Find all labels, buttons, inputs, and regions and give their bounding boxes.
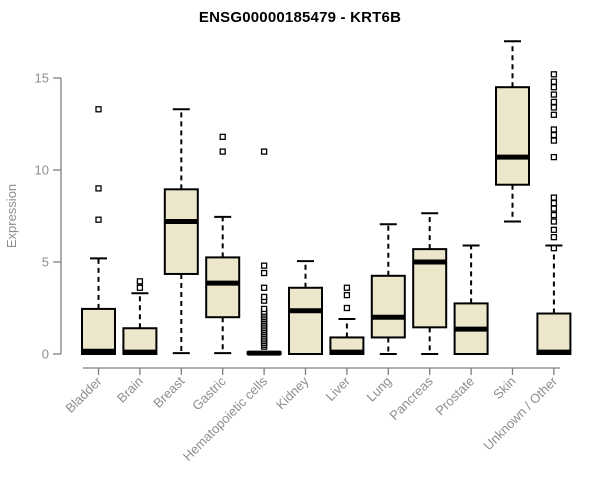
outlier-point-unknown-other — [550, 211, 558, 219]
outlier-point-hematopoietic-cells — [260, 293, 268, 301]
y-tick-label: 15 — [35, 71, 49, 86]
outlier-point-unknown-other — [550, 84, 558, 91]
outlier-point-unknown-other — [550, 226, 558, 233]
y-axis-label: Expression — [4, 184, 19, 248]
outlier-point-bladder — [95, 216, 102, 223]
outlier-point-unknown-other — [550, 194, 558, 201]
outlier-point-hematopoietic-cells — [260, 148, 268, 155]
outlier-point-unknown-other — [550, 137, 558, 144]
outlier-point-unknown-other — [550, 98, 558, 106]
x-category-label-liver: Liver — [322, 373, 353, 404]
outlier-point-liver — [343, 284, 351, 291]
outlier-point-unknown-other — [550, 245, 558, 252]
x-category-label-bladder: Bladder — [62, 373, 105, 416]
box-unknown-other — [536, 312, 572, 355]
outlier-point-hematopoietic-cells — [260, 262, 268, 269]
outlier-point-bladder — [95, 106, 102, 113]
y-tick-label: 0 — [42, 347, 49, 362]
box-gastric — [205, 256, 241, 319]
y-tick-label: 10 — [35, 163, 49, 178]
outlier-point-unknown-other — [550, 153, 558, 161]
x-category-label-pancreas: Pancreas — [386, 373, 436, 423]
outlier-point-unknown-other — [550, 131, 558, 139]
box-skin — [495, 86, 530, 186]
x-category-label-unknown-other: Unknown / Other — [480, 373, 560, 453]
x-category-label-skin: Skin — [490, 374, 518, 402]
outlier-point-hematopoietic-cells — [260, 284, 268, 291]
outlier-point-unknown-other — [550, 104, 558, 111]
outlier-point-hematopoietic-cells — [260, 305, 268, 313]
x-category-label-prostate: Prostate — [432, 374, 477, 419]
x-category-label-breast: Breast — [150, 373, 187, 410]
outlier-point-hematopoietic-cells — [260, 269, 268, 277]
outlier-point-unknown-other — [550, 78, 558, 85]
outlier-point-liver — [343, 304, 351, 312]
y-tick-label: 5 — [42, 255, 49, 270]
x-category-label-gastric: Gastric — [189, 373, 229, 413]
outlier-point-brain — [136, 278, 144, 285]
outlier-point-gastric — [219, 148, 226, 155]
outlier-point-unknown-other — [550, 111, 558, 118]
x-category-label-brain: Brain — [114, 374, 146, 406]
outlier-point-unknown-other — [550, 218, 558, 225]
x-category-label-kidney: Kidney — [273, 373, 312, 412]
outlier-point-unknown-other — [550, 71, 558, 78]
box-kidney — [288, 286, 323, 356]
outlier-point-bladder — [95, 185, 102, 192]
outlier-point-unknown-other — [550, 199, 558, 207]
box-lung — [370, 274, 406, 339]
outlier-point-unknown-other — [550, 126, 558, 133]
outlier-point-brain — [136, 284, 144, 291]
x-category-label-lung: Lung — [363, 374, 394, 405]
box-breast — [163, 188, 199, 275]
outlier-point-unknown-other — [550, 234, 558, 241]
outlier-point-liver — [343, 291, 351, 299]
outlier-point-unknown-other — [550, 205, 558, 212]
chart-title: ENSG00000185479 - KRT6B — [198, 9, 402, 26]
outlier-point-gastric — [219, 133, 226, 141]
box-bladder — [81, 307, 116, 356]
outlier-point-unknown-other — [550, 91, 558, 98]
